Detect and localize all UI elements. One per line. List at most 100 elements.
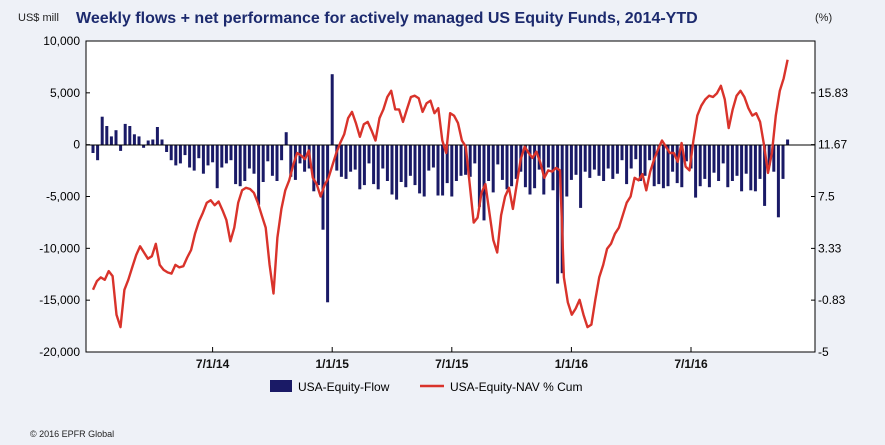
- y-left-tick-label: -10,000: [39, 241, 80, 255]
- flow-bar: [583, 144, 587, 172]
- flow-bar: [312, 144, 316, 192]
- flow-bar: [726, 144, 730, 188]
- x-tick-label: 1/1/15: [316, 357, 350, 371]
- flow-bar: [648, 144, 652, 161]
- x-tick-marks: [212, 347, 692, 352]
- flow-bar: [740, 144, 744, 192]
- flow-bar: [390, 144, 394, 195]
- flow-bar: [735, 144, 739, 176]
- flow-bar: [427, 144, 431, 171]
- flow-bar: [367, 144, 371, 164]
- flow-bar: [252, 144, 256, 174]
- flow-bar: [376, 144, 380, 190]
- flow-bar: [551, 144, 555, 191]
- flow-bar: [546, 144, 550, 168]
- flow-bar: [781, 144, 785, 179]
- flow-bar: [652, 144, 656, 187]
- flow-bar: [749, 144, 753, 191]
- flow-bar: [772, 144, 776, 172]
- legend: USA-Equity-Flow USA-Equity-NAV % Cum: [270, 380, 582, 394]
- flow-bar: [491, 144, 495, 193]
- flow-bar: [786, 139, 790, 145]
- flow-bar: [404, 144, 408, 188]
- flow-bar: [671, 144, 675, 172]
- y-right-tick-label: 7.5: [818, 190, 835, 204]
- legend-flow-label: USA-Equity-Flow: [298, 380, 390, 394]
- y-right-tick-label: 15.83: [818, 86, 848, 100]
- flow-bar: [615, 144, 619, 174]
- flow-bar: [666, 144, 670, 187]
- flow-bar: [160, 139, 164, 145]
- flow-bar: [151, 139, 155, 145]
- flow-bar: [165, 144, 169, 152]
- flow-bar: [657, 144, 661, 185]
- y-right-tick-label: 3.33: [818, 241, 842, 255]
- nav-line: [91, 59, 789, 329]
- flow-bar: [362, 144, 366, 186]
- flow-bar: [381, 144, 385, 169]
- flow-bar: [477, 144, 481, 207]
- flow-bar: [487, 144, 491, 181]
- flow-bar: [142, 144, 146, 148]
- flow-bar: [155, 127, 159, 145]
- flow-bar: [270, 144, 274, 176]
- flow-bar: [224, 144, 228, 164]
- flow-bar: [372, 144, 376, 185]
- flow-bar: [684, 144, 688, 162]
- flow-bar: [418, 144, 422, 194]
- flow-bar: [408, 144, 412, 176]
- flow-bar: [247, 144, 251, 169]
- y-left-tick-label: 10,000: [43, 34, 80, 48]
- flow-bar: [542, 144, 546, 195]
- flow-bar: [643, 144, 647, 176]
- flow-bar: [132, 134, 136, 145]
- flow-bar: [776, 144, 780, 218]
- flow-bar: [349, 144, 353, 172]
- flow-bar: [431, 144, 435, 168]
- x-tick-label: 1/1/16: [555, 357, 589, 371]
- flow-bar: [339, 144, 343, 177]
- flow-bar: [114, 130, 118, 145]
- flow-bar: [445, 144, 449, 184]
- x-tick-label: 7/1/16: [674, 357, 708, 371]
- flow-bar: [119, 144, 123, 151]
- flow-bar: [579, 144, 583, 208]
- flow-bar: [744, 144, 748, 174]
- left-axis-unit-label: US$ mill: [18, 12, 59, 24]
- flow-bar: [556, 144, 560, 284]
- flow-bar: [574, 144, 578, 175]
- flow-bar: [698, 144, 702, 187]
- flow-bar: [395, 144, 399, 200]
- flow-bar: [528, 144, 532, 195]
- flow-bar: [206, 144, 210, 166]
- flow-bar: [137, 136, 141, 145]
- legend-flow-swatch: [270, 380, 292, 392]
- flow-bar: [280, 144, 284, 161]
- flow-bar: [569, 144, 573, 180]
- flow-bar: [238, 144, 242, 187]
- flow-bar: [611, 144, 615, 179]
- flow-bar: [680, 144, 684, 188]
- flow-bar: [183, 144, 187, 156]
- right-axis-unit-label: (%): [815, 12, 832, 24]
- x-tick-label: 7/1/15: [435, 357, 469, 371]
- flow-bar: [105, 126, 109, 145]
- flow-bar: [602, 144, 606, 181]
- y-left-tick-label: 0: [73, 138, 80, 152]
- flow-bar: [694, 144, 698, 198]
- flow-bar: [169, 144, 173, 161]
- flow-bar: [335, 144, 339, 171]
- flow-bar: [91, 144, 95, 153]
- flow-bar: [606, 144, 610, 169]
- flow-bar: [597, 144, 601, 176]
- flow-bar: [620, 144, 624, 161]
- flow-bar: [565, 144, 569, 197]
- flow-bar: [326, 144, 330, 303]
- flow-bar: [707, 144, 711, 188]
- flow-bar: [450, 144, 454, 197]
- flow-bar: [385, 144, 389, 181]
- flow-bar: [330, 74, 334, 145]
- flow-bar: [229, 144, 233, 161]
- y-left-tick-label: -5,000: [46, 190, 80, 204]
